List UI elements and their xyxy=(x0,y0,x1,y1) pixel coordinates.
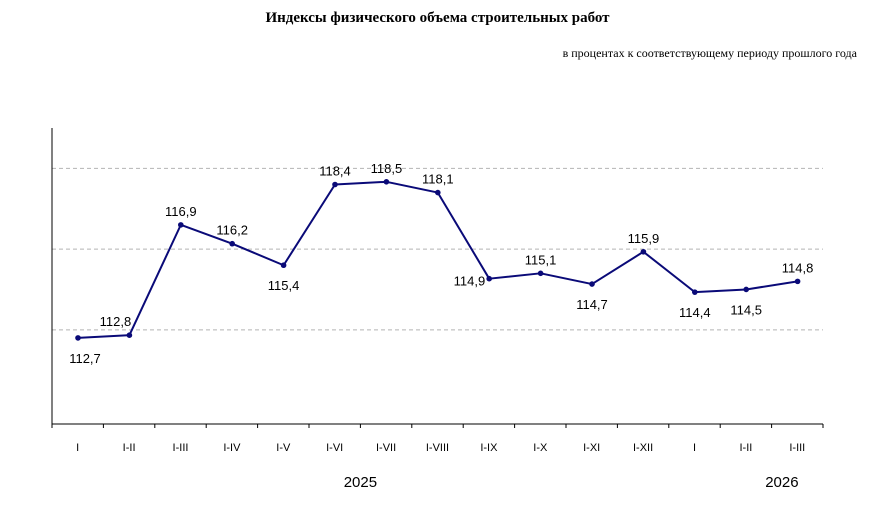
data-point xyxy=(486,275,493,282)
data-point xyxy=(332,181,338,188)
data-point xyxy=(743,286,749,293)
data-point xyxy=(794,278,801,285)
data-label: 114,7 xyxy=(576,297,608,312)
x-tick-label: I-VI xyxy=(326,442,343,454)
data-label: 114,8 xyxy=(782,260,814,275)
x-tick-label: I-XI xyxy=(583,442,600,454)
x-tick-label: I-II xyxy=(123,442,136,454)
data-point xyxy=(280,262,287,269)
data-label: 115,4 xyxy=(268,278,300,293)
data-point xyxy=(229,240,235,247)
data-point xyxy=(178,222,184,228)
x-tick-label: I-IX xyxy=(480,442,498,454)
x-tick-label: I-III xyxy=(173,442,189,454)
data-label: 112,7 xyxy=(69,351,101,366)
x-tick-label: I-XII xyxy=(633,442,653,454)
x-tick-label: I-II xyxy=(739,442,752,454)
x-tick-label: I xyxy=(693,442,696,454)
data-point xyxy=(126,332,133,339)
data-point xyxy=(640,248,647,255)
axes xyxy=(51,128,824,428)
data-label: 114,4 xyxy=(679,305,711,320)
x-tick-label: I-III xyxy=(789,442,805,454)
data-points xyxy=(75,179,801,341)
year-label: 2026 xyxy=(765,474,798,491)
data-label: 116,9 xyxy=(165,204,197,219)
data-label: 118,5 xyxy=(371,161,403,176)
data-point xyxy=(692,289,698,295)
x-tick-label: I-IV xyxy=(223,442,241,454)
data-label: 118,1 xyxy=(422,172,454,187)
x-tick-label: I-VII xyxy=(376,442,396,454)
gridlines xyxy=(52,167,823,331)
data-label: 114,9 xyxy=(454,274,486,289)
chart-subtitle: в процентах к соответствующему периоду п… xyxy=(562,46,857,60)
x-tick-labels: I I-II I-III I-IV I-V I-VI I-VII I-VIII I-IX I-X I… xyxy=(76,442,805,454)
data-point xyxy=(435,189,441,196)
data-point xyxy=(383,179,390,185)
data-labels: 112,7 112,8 116,9 116,2 115,4 118,4 118,5 118,1… xyxy=(69,161,813,366)
year-label: 2025 xyxy=(344,474,377,491)
year-labels: 2025 2026 xyxy=(344,474,799,491)
x-tick-label: I-V xyxy=(276,442,291,454)
data-label: 114,5 xyxy=(730,302,762,317)
data-point xyxy=(589,281,595,287)
data-label: 112,8 xyxy=(100,314,132,329)
data-label: 116,2 xyxy=(216,223,248,238)
data-point xyxy=(537,270,544,277)
data-label: 115,9 xyxy=(628,231,660,246)
x-tick-label: I-VIII xyxy=(426,442,449,454)
chart-title: Индексы физического объема строительных … xyxy=(265,10,610,26)
x-tick-label: I-X xyxy=(533,442,548,454)
data-label: 118,4 xyxy=(319,164,351,179)
data-label: 115,1 xyxy=(525,252,557,267)
data-point xyxy=(75,335,81,341)
x-tick-label: I xyxy=(76,442,79,454)
